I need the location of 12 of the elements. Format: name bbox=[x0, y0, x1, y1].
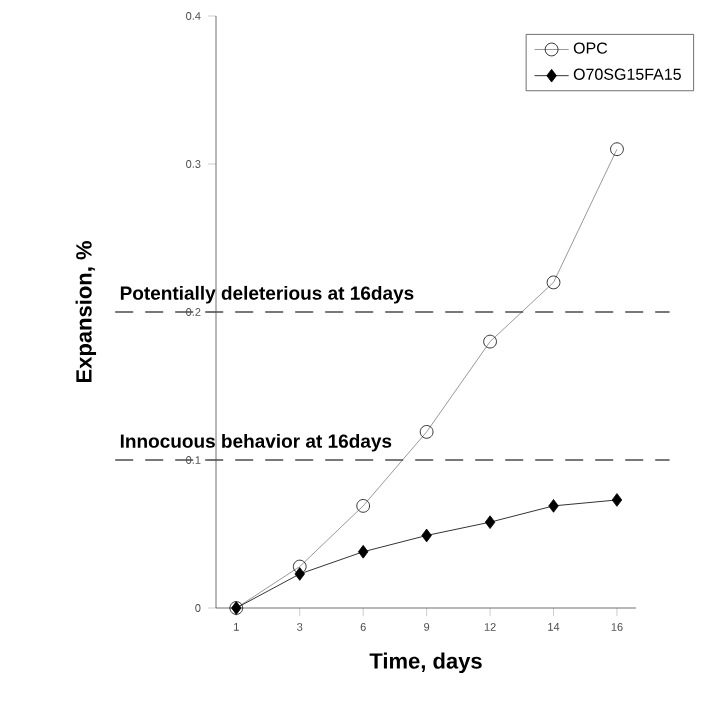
x-axis-title: Time, days bbox=[369, 652, 482, 674]
point bbox=[548, 499, 559, 513]
ref-line-label: Innocuous behavior at 16days bbox=[120, 433, 392, 452]
ref-line-label: Potentially deleterious at 16days bbox=[120, 285, 414, 304]
legend-label: O70SG15FA15 bbox=[573, 68, 681, 80]
point bbox=[294, 567, 305, 581]
point bbox=[484, 515, 496, 529]
y-axis-title: Expansion, % bbox=[75, 241, 97, 383]
point bbox=[421, 528, 432, 543]
legend-label: OPC bbox=[573, 42, 608, 54]
point bbox=[357, 544, 369, 559]
point bbox=[611, 493, 623, 507]
